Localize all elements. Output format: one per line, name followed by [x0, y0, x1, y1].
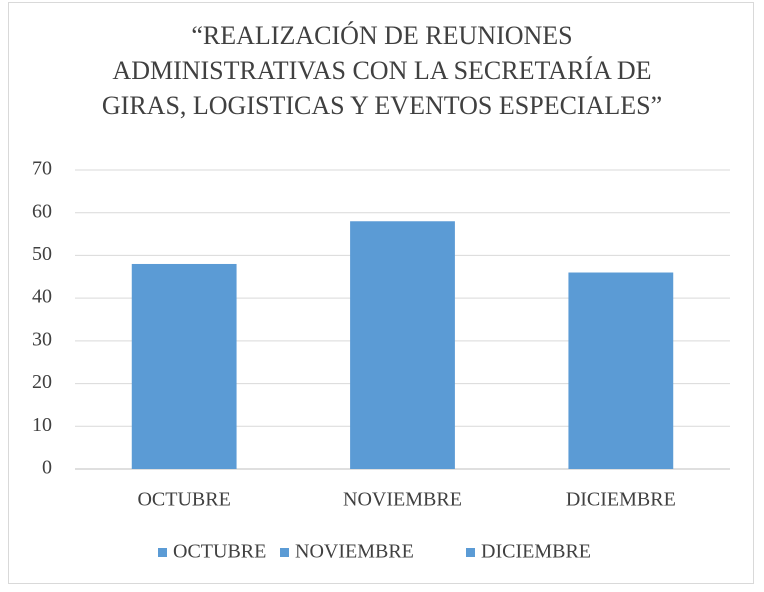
x-tick-label: DICIEMBRE — [566, 489, 676, 511]
y-tick-label: 50 — [32, 243, 52, 265]
legend-label: OCTUBRE — [173, 541, 266, 563]
chart-title: “REALIZACIÓN DE REUNIONES ADMINISTRATIVA… — [101, 21, 663, 120]
bar — [568, 272, 674, 469]
legend-label: DICIEMBRE — [481, 541, 591, 563]
bar — [350, 221, 455, 469]
y-tick-label: 70 — [32, 158, 52, 180]
y-tick-label: 0 — [42, 457, 52, 479]
legend-label: NOVIEMBRE — [295, 541, 414, 563]
x-tick-label: OCTUBRE — [137, 489, 230, 511]
y-tick-label: 30 — [32, 328, 52, 350]
bar — [131, 263, 237, 469]
y-tick-label: 10 — [32, 414, 52, 436]
chart-frame — [8, 2, 754, 584]
legend-swatch — [280, 548, 289, 557]
legend-swatch — [158, 548, 167, 557]
legend-swatch — [466, 548, 475, 557]
y-tick-label: 20 — [32, 371, 52, 393]
x-tick-label: NOVIEMBRE — [343, 489, 462, 511]
y-tick-label: 60 — [32, 200, 52, 222]
y-tick-label: 40 — [32, 286, 52, 308]
